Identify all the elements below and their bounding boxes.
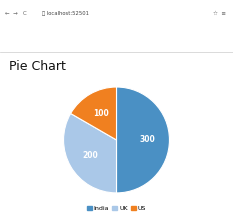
Wedge shape xyxy=(64,113,116,193)
Wedge shape xyxy=(71,87,116,140)
Text: Pie Chart: Pie Chart xyxy=(9,60,66,73)
Legend: India, UK, US: India, UK, US xyxy=(84,203,149,214)
Wedge shape xyxy=(116,87,169,193)
Text: 200: 200 xyxy=(82,151,98,160)
Text: ☆  ≡: ☆ ≡ xyxy=(213,11,226,16)
Text: C3 Charts: C3 Charts xyxy=(9,36,51,45)
Text: 100: 100 xyxy=(93,109,109,118)
Text: 300: 300 xyxy=(139,135,155,145)
Text: ←  →   C: ← → C xyxy=(5,11,26,16)
Text: ⓘ localhost:52501: ⓘ localhost:52501 xyxy=(42,11,89,16)
